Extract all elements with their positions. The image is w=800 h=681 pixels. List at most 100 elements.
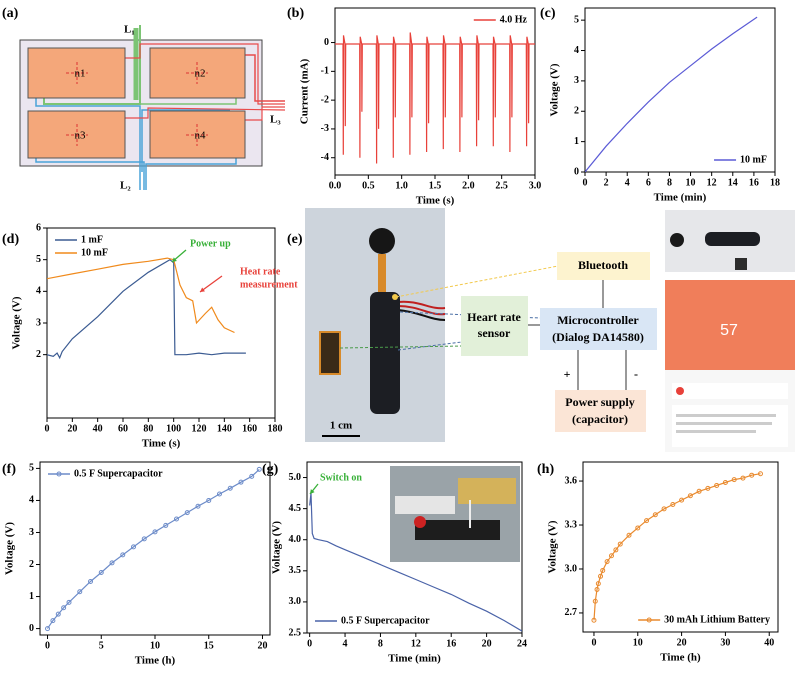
x-tick-label: 14 bbox=[728, 177, 738, 188]
plot-frame bbox=[334, 7, 536, 176]
phone-screen bbox=[665, 280, 795, 370]
x-tick-label: 18 bbox=[770, 177, 780, 188]
y-tick-label: 5 bbox=[36, 254, 41, 265]
data-point bbox=[227, 485, 233, 491]
y-tick-label: -1 bbox=[321, 66, 329, 77]
diagram-a: n1 n2 n3 n4 L₁ L₂ L₃ bbox=[19, 24, 286, 192]
data-point bbox=[61, 605, 67, 611]
data-point bbox=[109, 560, 115, 566]
data-point bbox=[88, 578, 94, 584]
x-tick-label: 0.5 bbox=[362, 180, 375, 191]
data-point bbox=[238, 479, 244, 485]
data-point bbox=[652, 512, 658, 518]
x-tick-label: 40 bbox=[764, 637, 774, 648]
x-tick-label: 30 bbox=[720, 637, 730, 648]
annotation: Power up bbox=[190, 238, 231, 249]
data-point bbox=[131, 544, 137, 550]
y-tick-label: 5 bbox=[574, 14, 579, 25]
panel-label: (h) bbox=[537, 462, 554, 477]
data-point bbox=[595, 581, 601, 587]
data-line bbox=[47, 468, 260, 629]
panel-label: (c) bbox=[540, 6, 556, 21]
x-tick-label: 4 bbox=[625, 177, 630, 188]
mcu-label: (Dialog DA14580) bbox=[552, 330, 644, 344]
panel-e: 1 cm Bluetooth Heart rate sensor Microco… bbox=[305, 208, 795, 452]
x-axis-label: Time (min) bbox=[654, 192, 707, 204]
x-tick-label: 10 bbox=[150, 640, 160, 651]
sensor-label: Heart rate bbox=[467, 310, 521, 324]
led bbox=[392, 294, 398, 300]
data-point bbox=[696, 488, 702, 494]
x-tick-label: 15 bbox=[204, 640, 214, 651]
lead-wire bbox=[35, 158, 145, 190]
y-tick-label: 4 bbox=[36, 286, 41, 297]
data-line bbox=[47, 257, 235, 334]
x-tick-label: 2.5 bbox=[495, 180, 508, 191]
legend-label: 0.5 F Supercapacitor bbox=[341, 615, 430, 626]
x-tick-label: 0 bbox=[583, 177, 588, 188]
x-tick-label: 2.0 bbox=[462, 180, 475, 191]
x-tick-label: 16 bbox=[749, 177, 759, 188]
annotation: Heat rate bbox=[240, 266, 281, 277]
circuit-board bbox=[370, 292, 400, 414]
data-point bbox=[635, 525, 641, 531]
y-tick-label: 3.3 bbox=[565, 519, 578, 530]
data-point bbox=[173, 516, 179, 522]
data-point bbox=[45, 626, 51, 632]
data-point bbox=[163, 522, 169, 528]
y-tick-label: 3 bbox=[29, 527, 34, 538]
scale-label: 1 cm bbox=[330, 420, 352, 432]
data-point bbox=[670, 502, 676, 507]
lead-wire bbox=[145, 158, 237, 190]
vibration-motor bbox=[670, 233, 684, 247]
legend-label: 4.0 Hz bbox=[500, 14, 528, 25]
x-tick-label: 1.5 bbox=[429, 180, 442, 191]
data-point bbox=[613, 547, 619, 553]
data-point bbox=[644, 518, 650, 524]
mcu-box bbox=[540, 308, 657, 350]
breadboard bbox=[395, 496, 455, 514]
y-axis-label: Voltage (V) bbox=[4, 522, 16, 575]
y-tick-label: 1 bbox=[574, 136, 579, 147]
x-axis-label: Time (min) bbox=[388, 653, 441, 665]
chart: 0.0 0.5 1.0 1.5 2.0 2.5 3.0 -4 -3 -2 -1 0 Time (s) Cu… bbox=[299, 7, 541, 207]
x-tick-label: 10 bbox=[686, 177, 696, 188]
data-point bbox=[50, 618, 56, 624]
data-point bbox=[77, 589, 83, 595]
capacitor bbox=[458, 478, 516, 504]
y-tick-label: 2.7 bbox=[565, 607, 578, 618]
x-tick-label: 10 bbox=[633, 637, 643, 648]
pad-label: n2 bbox=[195, 68, 206, 80]
power-box bbox=[555, 390, 646, 432]
y-tick-label: 0 bbox=[324, 37, 329, 48]
text-line bbox=[676, 414, 776, 417]
y-axis-label: Voltage (V) bbox=[549, 63, 561, 116]
legend-label: 30 mAh Lithium Battery bbox=[664, 614, 770, 625]
chart: 0 4 8 12 16 20 24 2.5 3.0 3.5 4.0 4.5 5.0 Time (min) V… bbox=[271, 461, 527, 665]
data-point bbox=[604, 559, 610, 565]
sensor-box bbox=[461, 296, 528, 356]
y-tick-label: 4 bbox=[574, 45, 579, 56]
vibration-motor bbox=[369, 228, 395, 254]
y-tick-label: 4.5 bbox=[289, 503, 302, 514]
x-tick-label: 0 bbox=[45, 423, 50, 434]
x-tick-label: 80 bbox=[143, 423, 153, 434]
legend-label: 10 mF bbox=[740, 154, 767, 165]
legend-marker bbox=[56, 471, 62, 477]
y-tick-label: 3 bbox=[574, 75, 579, 86]
x-tick-label: 100 bbox=[166, 423, 181, 434]
x-tick-label: 140 bbox=[217, 423, 232, 434]
data-point bbox=[731, 477, 737, 483]
y-tick-label: 5.0 bbox=[289, 472, 302, 483]
y-tick-label: 2.5 bbox=[289, 627, 302, 638]
x-tick-label: 12 bbox=[707, 177, 717, 188]
data-point bbox=[740, 475, 746, 481]
data-point bbox=[598, 573, 604, 579]
y-tick-label: 2 bbox=[29, 559, 34, 570]
data-point bbox=[617, 541, 623, 547]
lead-wire bbox=[125, 43, 285, 105]
data-line bbox=[47, 258, 246, 360]
y-tick-label: 3.0 bbox=[289, 596, 302, 607]
legend-label: 10 mF bbox=[81, 247, 108, 258]
legend-label: 0.5 F Supercapacitor bbox=[74, 468, 163, 479]
